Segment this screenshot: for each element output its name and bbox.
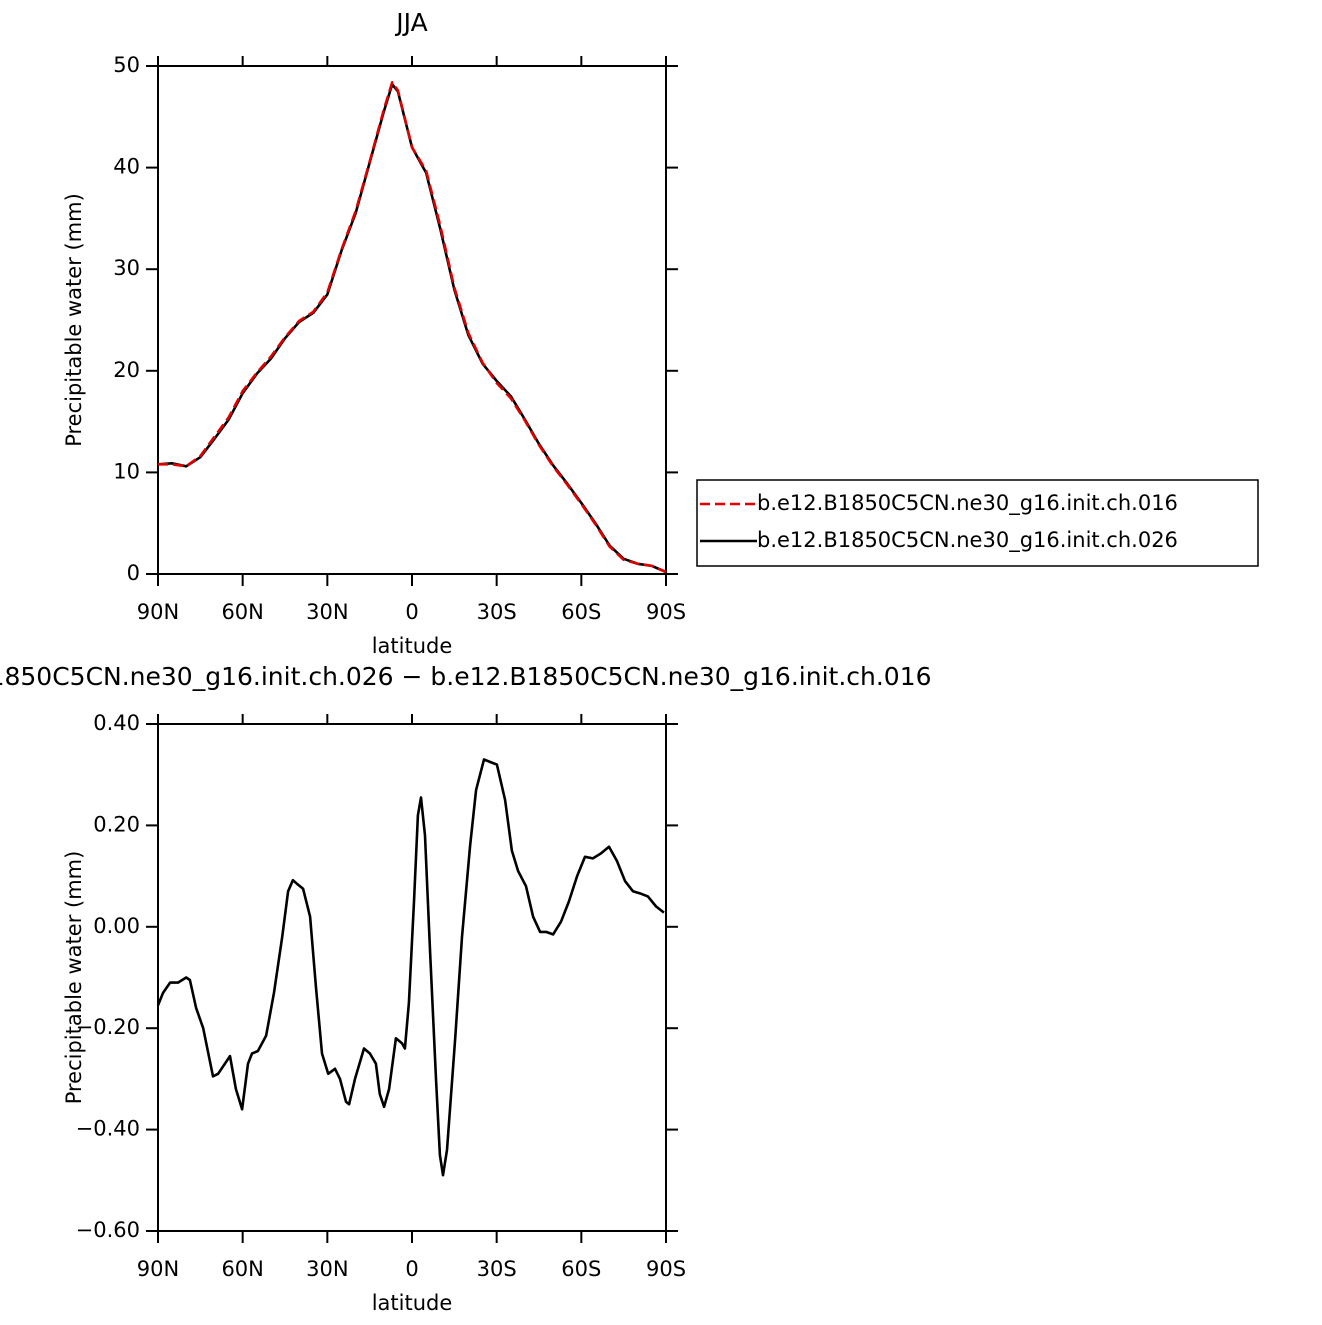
- x-tick-label: 60N: [221, 600, 263, 624]
- y-tick-label: −0.40: [76, 1117, 140, 1141]
- x-tick-label: 90N: [137, 600, 179, 624]
- y-tick-label: 30: [113, 256, 140, 280]
- x-tick-label: 60N: [221, 1257, 263, 1281]
- x-tick-label: 30S: [477, 1257, 517, 1281]
- legend-label: b.e12.B1850C5CN.ne30_g16.init.ch.016: [757, 491, 1178, 516]
- x-tick-label: 90N: [137, 1257, 179, 1281]
- y-tick-label: 0: [127, 561, 140, 585]
- chart-title: b.e12.B1850C5CN.ne30_g16.init.ch.026 − b…: [0, 662, 932, 691]
- y-tick-label: 50: [113, 53, 140, 77]
- data-line: [156, 758, 665, 1177]
- x-tick-label: 30N: [306, 600, 348, 624]
- y-tick-label: −0.60: [76, 1218, 140, 1242]
- x-tick-label: 90S: [646, 600, 686, 624]
- y-tick-label: 20: [113, 358, 140, 382]
- y-tick-label: 40: [113, 155, 140, 179]
- y-tick-label: 10: [113, 459, 140, 483]
- data-line: [158, 81, 667, 574]
- chart-title: JJA: [394, 8, 427, 37]
- x-tick-label: 30N: [306, 1257, 348, 1281]
- plot-frame: [157, 723, 667, 1232]
- x-tick-label: 0: [405, 1257, 418, 1281]
- x-tick-label: 0: [405, 600, 418, 624]
- x-tick-label: 90S: [646, 1257, 686, 1281]
- legend-label: b.e12.B1850C5CN.ne30_g16.init.ch.026: [757, 528, 1178, 553]
- legend-box: [696, 479, 1259, 567]
- y-axis-label: Precipitable water (mm): [62, 851, 86, 1105]
- y-tick-label: 0.40: [93, 711, 140, 735]
- y-tick-label: 0.00: [93, 914, 140, 938]
- data-line: [157, 83, 667, 574]
- x-tick-label: 60S: [561, 600, 601, 624]
- y-tick-label: −0.20: [76, 1015, 140, 1039]
- x-axis-label: latitude: [372, 634, 453, 658]
- x-tick-label: 60S: [561, 1257, 601, 1281]
- y-axis-label: Precipitable water (mm): [62, 193, 86, 447]
- x-axis-label: latitude: [372, 1291, 453, 1315]
- x-tick-label: 30S: [477, 600, 517, 624]
- plot-frame: [157, 65, 667, 575]
- y-tick-label: 0.20: [93, 812, 140, 836]
